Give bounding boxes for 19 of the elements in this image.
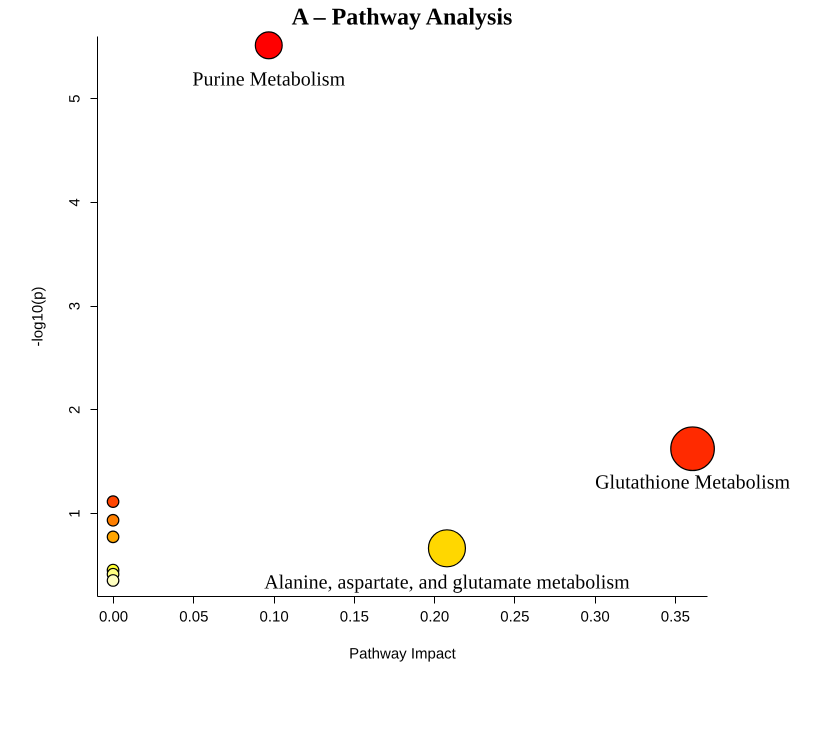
y-tick-label: 3 [66, 302, 84, 310]
y-tick-label: 5 [66, 94, 84, 103]
y-axis-title: -log10(p) [30, 286, 46, 347]
annotation: Alanine, aspartate, and glutamate metabolism [264, 571, 630, 594]
y-tick-label: 2 [66, 406, 84, 414]
x-tick-label: 0.05 [179, 608, 208, 626]
x-tick-label: 0.35 [660, 608, 690, 626]
y-tick-label: 1 [66, 509, 84, 518]
y-tick-label: 4 [66, 198, 84, 207]
annotation: Purine Metabolism [192, 68, 346, 90]
annotation: Glutathione Metabolism [595, 472, 790, 494]
x-tick-label: 0.00 [98, 608, 128, 626]
x-axis-title: Pathway Impact [349, 646, 457, 662]
x-tick-label: 0.25 [500, 608, 530, 626]
chart-title: A – Pathway Analysis [292, 4, 512, 30]
x-tick-label: 0.10 [259, 608, 289, 626]
x-tick-label: 0.15 [340, 608, 369, 626]
x-tick-label: 0.30 [580, 608, 610, 626]
x-tick-label: 0.20 [420, 608, 450, 626]
